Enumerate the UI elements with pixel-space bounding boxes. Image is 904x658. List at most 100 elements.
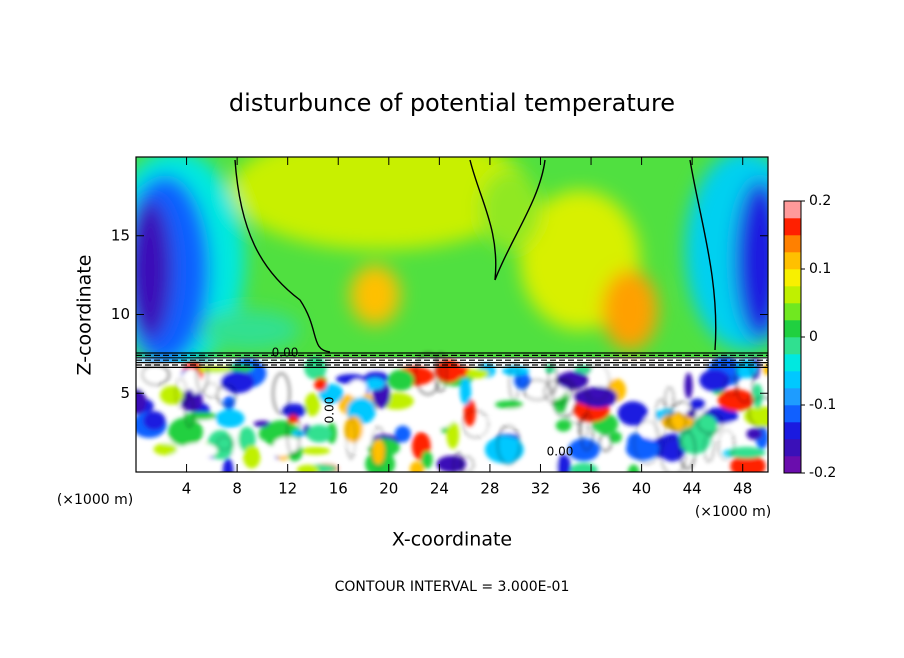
contour-loop <box>664 386 675 411</box>
field-patch <box>555 419 572 432</box>
contour-loop <box>462 410 489 439</box>
x-tick-label: 8 <box>232 480 242 498</box>
colorbar-band <box>784 218 801 236</box>
field-patch <box>686 409 697 418</box>
field-patch <box>684 372 693 399</box>
chart-title: disturbunce of potential temperature <box>229 89 675 117</box>
field-patch <box>222 458 234 472</box>
footer-note: CONTOUR INTERVAL = 3.000E-01 <box>335 579 570 595</box>
field-patch <box>433 397 457 426</box>
contour-loop <box>579 412 594 451</box>
field-patch <box>220 371 255 394</box>
x-unit-label: (×1000 m) <box>57 492 133 508</box>
field-patch <box>215 409 245 428</box>
contour-line <box>234 159 331 353</box>
field-patch <box>371 439 386 465</box>
field-patch <box>556 454 571 472</box>
field-patch <box>365 377 385 390</box>
contour-loop <box>523 379 552 401</box>
field-patch <box>617 401 649 426</box>
field-patch <box>746 428 763 440</box>
field-patch <box>494 400 524 409</box>
field-patch <box>537 457 549 472</box>
contour-loop <box>697 412 724 434</box>
colorbar-band <box>784 371 801 389</box>
contour-loop <box>585 363 610 402</box>
colorbar-band <box>784 235 801 253</box>
field-patch <box>136 388 147 415</box>
x-tick-label: 48 <box>733 480 752 498</box>
contour-loop <box>216 384 237 406</box>
colorbar-band <box>784 286 801 304</box>
colorbar-band <box>784 354 801 372</box>
contour-loop <box>562 386 590 424</box>
field-patch <box>570 462 598 472</box>
colorbar-tick-label: 0.1 <box>809 261 831 277</box>
contour-loop <box>734 361 754 403</box>
contour-loop <box>272 372 291 415</box>
contour-loop <box>667 412 687 432</box>
y-tick-label: 15 <box>111 226 130 244</box>
x-tick-label: 20 <box>379 480 398 498</box>
field-patch <box>609 431 622 443</box>
contour-loop <box>723 376 739 397</box>
field-patch <box>752 383 763 409</box>
field-patch <box>226 364 255 373</box>
field-patch <box>296 464 319 472</box>
field-patch <box>409 461 424 472</box>
field-patch <box>314 377 327 392</box>
field-patch <box>179 442 218 459</box>
x-tick-label: 40 <box>632 480 651 498</box>
contour-line <box>689 159 717 351</box>
field-patch <box>679 426 711 455</box>
inversion-band <box>136 352 768 368</box>
contour-loop <box>669 401 695 434</box>
field-patch <box>446 421 460 449</box>
colorbar-band <box>784 439 801 457</box>
contour-loop <box>578 417 589 439</box>
colorbar-band <box>784 456 801 474</box>
field-patch <box>762 363 768 376</box>
y-tick-label: 5 <box>120 384 130 402</box>
field-patch <box>574 388 615 406</box>
field-patch <box>143 411 166 431</box>
contour-loop <box>216 436 233 451</box>
field-patch <box>136 372 155 391</box>
contour-loop <box>459 456 474 472</box>
field-patch <box>394 425 411 443</box>
field-patch <box>505 405 526 425</box>
field-patch <box>258 427 271 441</box>
contour-loop <box>598 433 613 452</box>
x-tick-label: 24 <box>430 480 449 498</box>
contour-loop <box>346 417 356 459</box>
x-axis-label: X-coordinate <box>392 529 512 551</box>
field-patch <box>727 446 766 459</box>
field-patch <box>282 403 307 418</box>
colorbar-band <box>784 303 801 321</box>
colorbar-tick-label: -0.2 <box>809 465 836 481</box>
contour-loop <box>748 396 768 429</box>
contour-loop <box>633 420 661 465</box>
colorbar-tick-label: -0.1 <box>809 397 836 413</box>
contour-loop <box>543 379 573 405</box>
colorbar-band <box>784 422 801 440</box>
x-tick-label: 28 <box>480 480 499 498</box>
x-tick-label: 44 <box>683 480 702 498</box>
field-patch <box>287 414 298 424</box>
contour-loop <box>286 411 301 457</box>
field-patch <box>291 430 305 437</box>
field-patch <box>556 371 589 390</box>
colorbar-band <box>784 201 801 219</box>
field-patch <box>348 379 367 398</box>
contour-loop <box>660 437 687 472</box>
contour-loop <box>654 398 667 441</box>
y-axis-label: Z-coordinate <box>74 255 96 376</box>
field-patch <box>168 417 204 447</box>
colorbar-tick-label: 0.2 <box>809 193 831 209</box>
x-tick-label: 36 <box>581 480 600 498</box>
contour-label: 0.00 <box>323 397 337 424</box>
field-patch <box>243 445 261 469</box>
field-patch <box>484 436 524 464</box>
colorbar-band <box>784 320 801 338</box>
